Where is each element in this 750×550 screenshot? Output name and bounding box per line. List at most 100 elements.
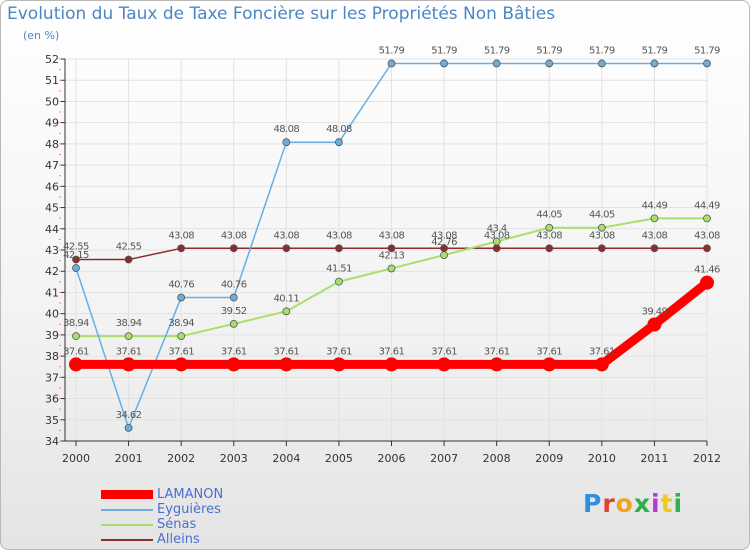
data-label: 44.49: [694, 200, 720, 211]
data-point: [647, 317, 662, 332]
data-label: 41.46: [694, 265, 720, 276]
logo-letter: i: [651, 489, 661, 518]
data-label: 43.08: [326, 230, 352, 241]
data-point: [700, 275, 714, 290]
legend-label: LAMANON: [157, 487, 224, 502]
data-point: [282, 307, 291, 316]
y-tick-label: 51: [45, 74, 59, 87]
data-point: [597, 244, 606, 253]
chart-unit: (en %): [23, 29, 60, 42]
y-tick-label: 35: [45, 414, 59, 427]
data-label: 48.08: [326, 124, 352, 135]
data-label: 37.61: [63, 346, 89, 357]
data-label: 37.61: [326, 346, 352, 357]
data-label: 37.61: [116, 346, 142, 357]
data-point: [703, 214, 711, 223]
data-point: [384, 357, 399, 372]
y-tick-label: 40: [45, 308, 59, 321]
data-label: 44.05: [589, 210, 615, 221]
data-point: [440, 251, 448, 259]
y-tick-label: 43: [45, 244, 59, 257]
data-label: 51.79: [431, 45, 457, 56]
y-tick-label: 36: [45, 393, 59, 406]
data-label: 37.61: [221, 346, 247, 357]
x-tick-label: 2008: [483, 452, 511, 465]
data-point: [594, 357, 609, 372]
legend-swatch: [101, 517, 153, 532]
logo-letter: x: [633, 489, 651, 518]
x-tick-label: 2002: [167, 452, 195, 465]
logo-letter: o: [615, 489, 634, 518]
data-point: [597, 223, 606, 232]
data-point: [72, 264, 80, 272]
x-tick-label: 2003: [220, 452, 248, 465]
data-point: [282, 244, 291, 253]
y-tick-label: 38: [45, 350, 59, 363]
data-label: 48.08: [274, 124, 300, 135]
data-point: [174, 357, 189, 372]
data-label: 40.76: [168, 280, 194, 291]
data-point: [542, 357, 557, 372]
data-label: 51.79: [484, 45, 510, 56]
data-label: 41.51: [326, 264, 352, 275]
data-label: 43.08: [694, 230, 720, 241]
data-point: [387, 264, 396, 273]
data-label: 38.94: [116, 318, 142, 329]
data-point: [597, 59, 606, 68]
x-tick-label: 2009: [535, 452, 563, 465]
data-point: [703, 244, 711, 253]
x-tick-label: 2006: [378, 452, 406, 465]
series-eygui-res: [72, 59, 711, 432]
y-tick-label: 48: [45, 138, 59, 151]
y-tick-label: 45: [45, 202, 59, 215]
x-tick-label: 2010: [588, 452, 616, 465]
data-label: 43.08: [589, 230, 615, 241]
data-label: 42.76: [431, 237, 457, 248]
data-label: 39.52: [221, 306, 247, 317]
data-label: 43.08: [642, 230, 668, 241]
legend-swatch: [101, 487, 153, 502]
data-label: 38.94: [168, 318, 194, 329]
data-point: [489, 357, 504, 372]
data-point: [545, 59, 554, 68]
y-tick-label: 37: [45, 371, 59, 384]
data-label: 42.13: [379, 250, 405, 261]
legend-label: Eyguières: [157, 502, 221, 517]
logo-letter: P: [583, 489, 603, 518]
data-label: 40.11: [274, 293, 300, 304]
x-tick-label: 2007: [430, 452, 458, 465]
data-point: [69, 357, 83, 372]
data-point: [177, 332, 186, 341]
legend-swatch: [101, 502, 153, 517]
legend-label: Alleins: [157, 532, 200, 547]
legend-item: Eyguières: [101, 502, 361, 517]
y-tick-label: 50: [45, 95, 59, 108]
series-lamanon: [69, 275, 714, 372]
data-label: 42.15: [63, 250, 89, 261]
data-point: [650, 214, 659, 223]
data-point: [229, 293, 238, 302]
legend-item: LAMANON: [101, 487, 361, 502]
y-tick-label: 42: [45, 265, 59, 278]
data-label: 43.08: [274, 230, 300, 241]
data-label: 51.79: [589, 45, 615, 56]
data-label: 51.79: [536, 45, 562, 56]
data-point: [545, 223, 554, 232]
data-point: [335, 277, 343, 286]
data-label: 37.61: [536, 346, 562, 357]
data-label: 43.08: [168, 230, 194, 241]
data-point: [72, 332, 80, 341]
data-label: 51.79: [642, 45, 668, 56]
y-tick-label: 44: [45, 223, 59, 236]
x-tick-label: 2011: [640, 452, 668, 465]
data-label: 51.79: [379, 45, 405, 56]
y-tick-label: 34: [45, 435, 59, 448]
data-label: 37.61: [379, 346, 405, 357]
x-tick-label: 2000: [62, 452, 90, 465]
data-label: 34.62: [116, 410, 142, 421]
logo-letter: t: [660, 489, 674, 518]
data-label: 39.49: [642, 306, 668, 317]
chart-title: Evolution du Taux de Taxe Foncière sur l…: [7, 4, 556, 24]
